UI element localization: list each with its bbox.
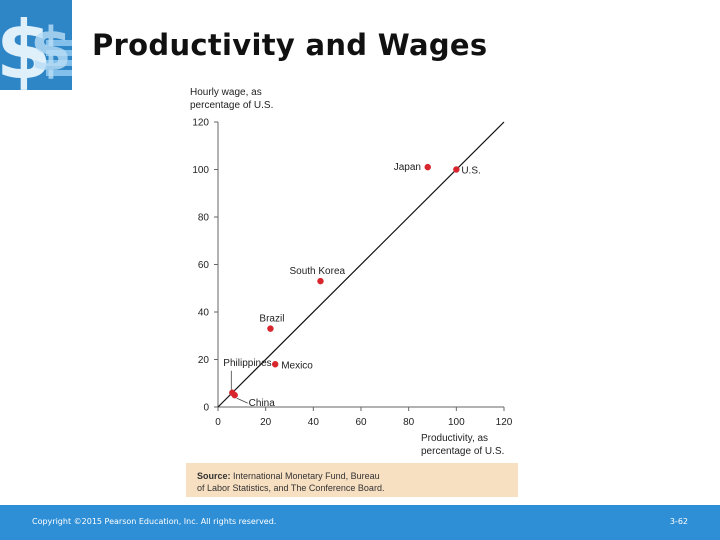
x-tick-label: 20 <box>260 417 272 428</box>
logo-dollar-icon: $ $ <box>0 0 72 90</box>
y-tick-label: 40 <box>198 308 210 319</box>
point-label: Brazil <box>259 314 284 325</box>
footer-bar: Copyright ©2015 Pearson Education, Inc. … <box>0 505 720 540</box>
source-line1: International Monetary Fund, Bureau <box>230 471 380 481</box>
y-tick-label: 0 <box>203 403 209 414</box>
point-label: Mexico <box>281 360 313 371</box>
y-tick-label: 120 <box>192 118 209 129</box>
scatter-chart: Hourly wage, as percentage of U.S. 0 20 40… <box>190 87 513 457</box>
point-label: South Korea <box>289 266 345 277</box>
point-label: Philippines <box>223 358 271 369</box>
x-axis-label-line2: percentage of U.S. <box>421 446 504 457</box>
x-tick-label: 120 <box>496 417 513 428</box>
point-label: U.S. <box>461 166 480 177</box>
x-tick-label: 60 <box>355 417 367 428</box>
data-point <box>453 166 460 173</box>
data-point <box>267 325 274 332</box>
page-title: Productivity and Wages <box>92 28 488 62</box>
y-tick-label: 80 <box>198 213 210 224</box>
x-tick-label: 0 <box>215 417 221 428</box>
x-tick-label: 100 <box>448 417 465 428</box>
data-point <box>231 391 238 399</box>
y-tick-label: 60 <box>198 260 210 271</box>
y-axis-label-line1: Hourly wage, as <box>190 87 262 98</box>
chart-axes: 0 20 40 60 80 100 120 0 20 40 60 80 100 120 <box>192 118 512 429</box>
y-tick-label: 100 <box>192 165 209 176</box>
copyright-text: Copyright ©2015 Pearson Education, Inc. … <box>32 517 277 526</box>
x-tick-label: 80 <box>403 417 415 428</box>
point-label: China <box>249 398 276 409</box>
source-note: Source: International Monetary Fund, Bur… <box>186 463 518 497</box>
y-axis-label-line2: percentage of U.S. <box>190 100 273 111</box>
y-tick-label: 20 <box>198 355 210 366</box>
point-label: Japan <box>394 162 421 173</box>
x-tick-label: 40 <box>308 417 320 428</box>
data-point <box>317 277 324 285</box>
data-points-group: Japan U.S. South Korea Brazil Mexico Philippi… <box>223 162 480 409</box>
x-axis-label-line1: Productivity, as <box>421 433 488 444</box>
svg-text:$: $ <box>0 4 52 90</box>
data-point <box>272 361 279 368</box>
leader-line <box>236 397 248 404</box>
data-point <box>424 163 431 171</box>
svg-text:$: $ <box>30 15 72 85</box>
source-line2: of Labor Statistics, and The Conference … <box>197 482 385 493</box>
page-number: 3-62 <box>669 517 688 526</box>
source-label: Source: <box>197 471 231 481</box>
